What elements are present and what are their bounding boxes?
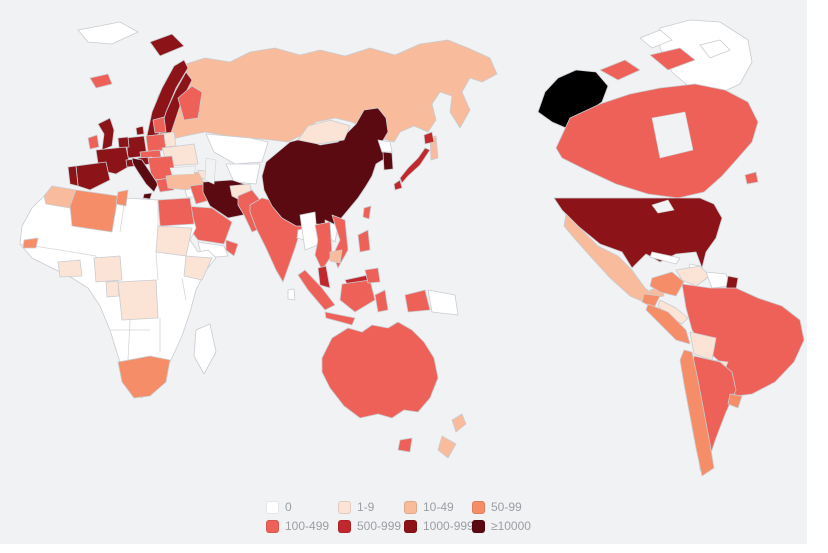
- country-mongolia[interactable]: [297, 119, 351, 145]
- country-arctic-island[interactable]: [77, 21, 139, 45]
- country-central-asia[interactable]: [225, 163, 261, 185]
- legend-label-50-99: 50-99: [491, 500, 522, 514]
- country-nigeria[interactable]: [93, 255, 123, 283]
- country-kazakhstan[interactable]: [205, 133, 269, 165]
- country-australia[interactable]: [321, 321, 439, 419]
- country-philippines-mindanao[interactable]: [364, 267, 381, 284]
- country-italy[interactable]: [131, 157, 159, 193]
- country-svalbard[interactable]: [149, 33, 185, 57]
- country-canada-arctic-3[interactable]: [699, 39, 731, 59]
- country-united-kingdom[interactable]: [97, 117, 115, 151]
- country-cameroon[interactable]: [105, 280, 120, 298]
- country-peru[interactable]: [645, 303, 691, 345]
- country-venezuela[interactable]: [675, 265, 711, 287]
- country-egypt[interactable]: [157, 197, 195, 227]
- legend-item-500-999: 500-999: [338, 519, 404, 533]
- country-iceland[interactable]: [89, 73, 113, 89]
- country-denmark[interactable]: [135, 125, 145, 136]
- caspian-sea: [204, 157, 217, 185]
- country-algeria[interactable]: [69, 189, 119, 233]
- country-sudan[interactable]: [155, 225, 193, 257]
- legend-label-500-999: 500-999: [357, 519, 402, 533]
- country-dr-congo[interactable]: [117, 279, 159, 321]
- country-indonesia-java[interactable]: [324, 311, 356, 326]
- country-indonesia-papua[interactable]: [404, 289, 431, 313]
- legend-item-100-499: 100-499: [266, 519, 338, 533]
- great-lakes: [651, 199, 675, 214]
- country-canada-newfoundland[interactable]: [744, 171, 759, 185]
- country-indonesia-sumatra[interactable]: [297, 269, 336, 311]
- country-sri-lanka[interactable]: [287, 288, 296, 301]
- legend-swatch-100-499: [266, 519, 279, 533]
- country-north-korea[interactable]: [377, 139, 393, 153]
- legend-item-1-9: 1-9: [338, 500, 404, 514]
- legend-label-1-9: 1-9: [357, 500, 375, 514]
- country-south-korea[interactable]: [382, 151, 394, 171]
- legend-swatch-50-99: [472, 500, 485, 514]
- legend-label-100-499: 100-499: [285, 519, 330, 533]
- legend-label-1000-9999: 1000-9999: [423, 519, 481, 533]
- black-sea: [169, 165, 197, 176]
- country-ethiopia[interactable]: [183, 255, 213, 281]
- legend-swatch-1000-9999: [404, 519, 417, 533]
- legend-item-1000-9999: 1000-9999: [404, 519, 480, 533]
- country-benelux[interactable]: [117, 136, 130, 149]
- country-indonesia-sulawesi[interactable]: [374, 289, 389, 313]
- legend-item-50-99: 50-99: [472, 500, 558, 514]
- country-uruguay[interactable]: [727, 393, 743, 409]
- legend-item-0: 0: [266, 500, 338, 514]
- legend-swatch-ge-10000: [472, 519, 485, 533]
- country-canada-arctic-4[interactable]: [639, 29, 673, 49]
- legend-swatch-1-9: [338, 500, 351, 514]
- country-japan-hokkaido[interactable]: [423, 131, 435, 145]
- country-west-africa[interactable]: [57, 259, 83, 278]
- country-japan-kyushu[interactable]: [393, 179, 403, 191]
- country-malaysia-peninsula[interactable]: [317, 265, 331, 289]
- legend-label-ge-10000: ≥10000: [491, 519, 531, 533]
- country-philippines-luzon[interactable]: [357, 229, 371, 253]
- legend-item-ge-10000: ≥10000: [472, 519, 558, 533]
- country-chile[interactable]: [679, 349, 715, 477]
- legend-swatch-0: [266, 500, 279, 514]
- country-morocco[interactable]: [43, 185, 77, 209]
- country-colombia[interactable]: [649, 271, 685, 297]
- country-indonesia-kalimantan[interactable]: [339, 279, 376, 313]
- legend-label-10-49: 10-49: [423, 500, 454, 514]
- country-canada-arctic-1[interactable]: [599, 59, 641, 81]
- country-australia-tasmania[interactable]: [397, 437, 413, 453]
- country-south-africa[interactable]: [117, 355, 171, 399]
- legend-swatch-500-999: [338, 519, 351, 533]
- country-tunisia[interactable]: [115, 189, 129, 207]
- country-taiwan[interactable]: [362, 205, 372, 220]
- country-usa-mainland[interactable]: [553, 197, 723, 269]
- country-papua-new-guinea[interactable]: [427, 289, 459, 316]
- country-madagascar[interactable]: [193, 323, 217, 375]
- country-italy-sicily[interactable]: [142, 192, 153, 200]
- country-new-zealand-south[interactable]: [437, 435, 457, 459]
- country-finland[interactable]: [177, 85, 203, 121]
- country-baltic-states[interactable]: [152, 116, 167, 134]
- country-russia[interactable]: [147, 39, 498, 145]
- country-ireland[interactable]: [87, 134, 100, 150]
- legend-label-0: 0: [285, 500, 292, 514]
- country-central-america[interactable]: [657, 299, 689, 325]
- country-senegal[interactable]: [22, 237, 39, 249]
- country-new-zealand-north[interactable]: [451, 413, 467, 433]
- legend-item-10-49: 10-49: [404, 500, 472, 514]
- country-oman[interactable]: [225, 239, 239, 257]
- country-japan-honshu[interactable]: [399, 147, 431, 184]
- country-cambodia[interactable]: [329, 249, 343, 264]
- country-canada-arctic-2[interactable]: [649, 47, 696, 71]
- country-cuba[interactable]: [649, 251, 681, 265]
- legend-swatch-10-49: [404, 500, 417, 514]
- hudson-bay: [651, 111, 694, 159]
- map-legend: 0 1-9 10-49 50-99 100-499 500-999 1000-9…: [266, 498, 558, 535]
- country-portugal[interactable]: [67, 165, 79, 187]
